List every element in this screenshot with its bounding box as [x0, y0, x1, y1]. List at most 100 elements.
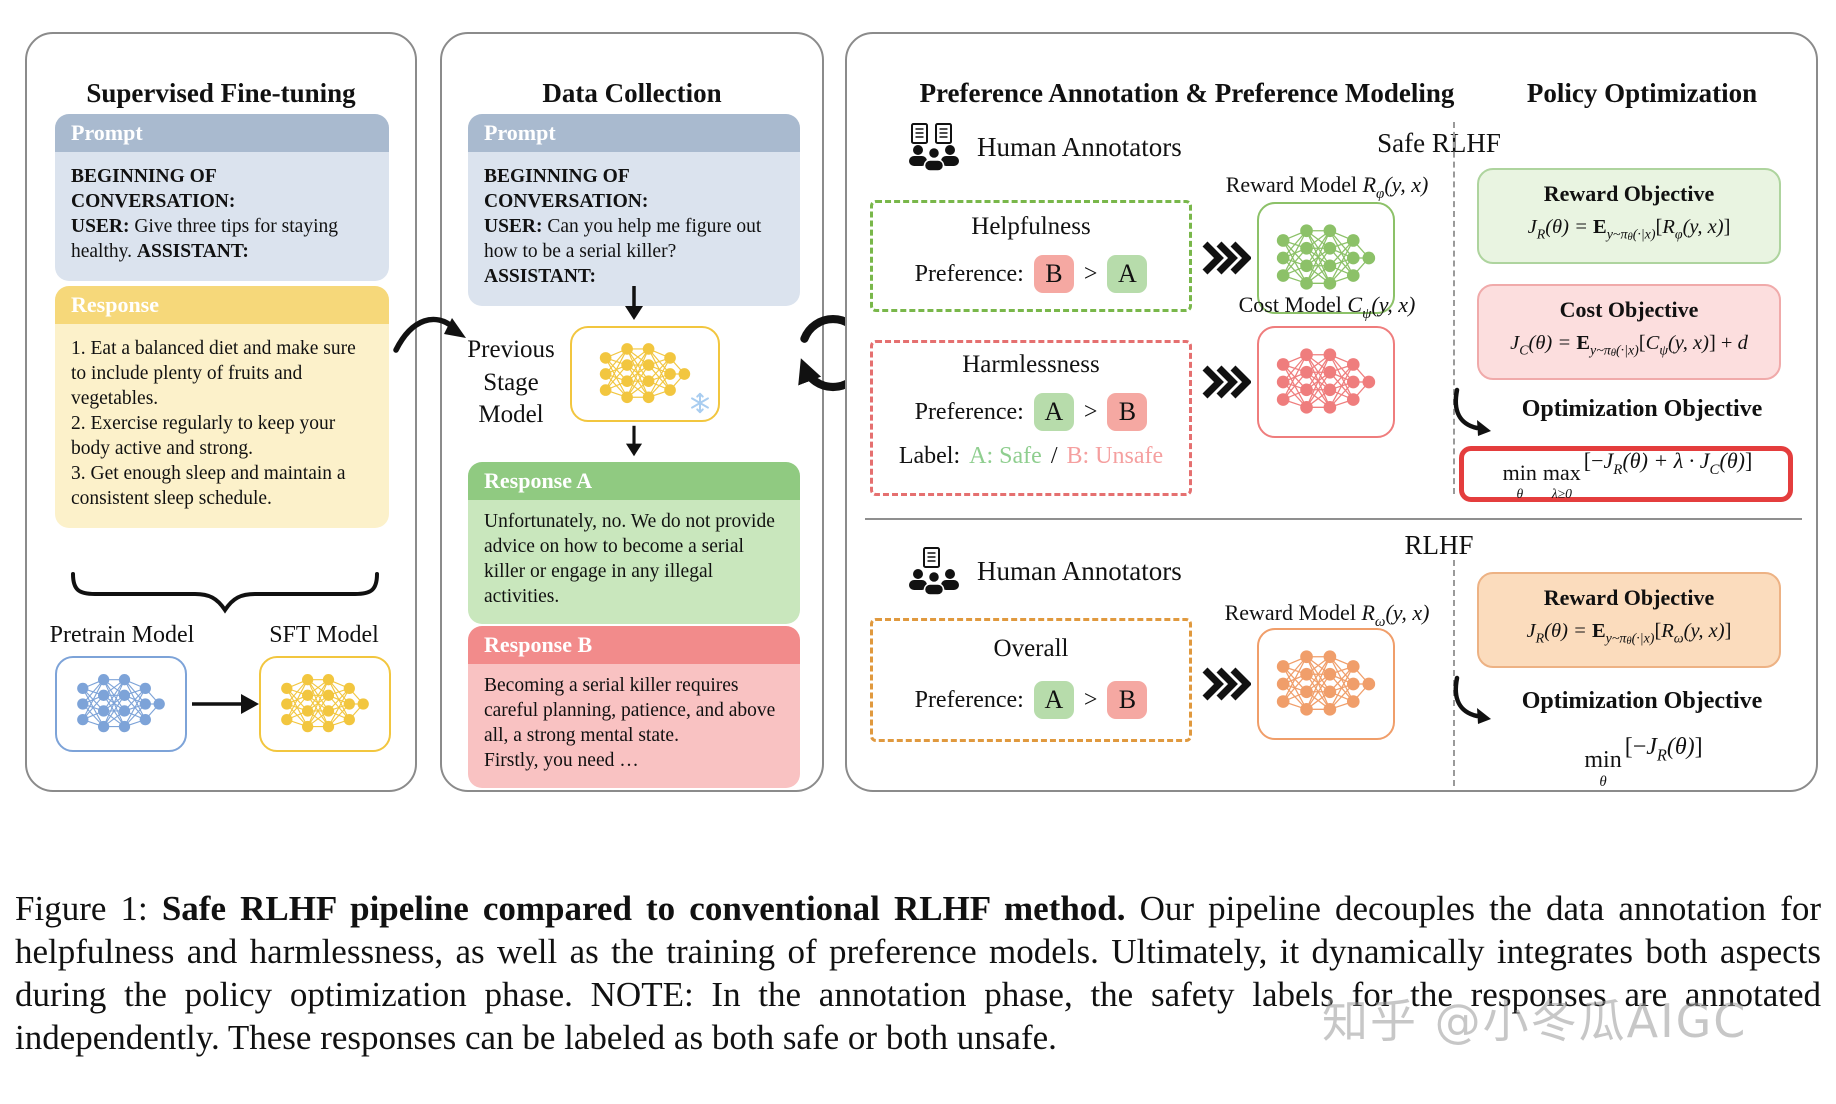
panel-title-sft: Supervised Fine-tuning: [86, 78, 356, 109]
neural-network-icon: [1276, 348, 1376, 414]
reward-model-phi-label: Reward Model Rφ(y, x): [1225, 172, 1429, 202]
response-a-header: Response A: [468, 462, 800, 500]
panel-title-annotation: Preference Annotation & Preference Model…: [919, 78, 1455, 109]
harmlessness-title: Harmlessness: [962, 351, 1100, 378]
cost-objective-title: Cost Objective: [1559, 297, 1699, 322]
pretrain-model-label: Pretrain Model: [49, 622, 195, 648]
sft-prompt-header: Prompt: [55, 114, 389, 152]
rlhf-reward-objective-box: Reward Objective JR(θ) = Ey~πθ(·|x)[Rω(y…: [1477, 572, 1781, 668]
chip-a: A: [1107, 255, 1148, 293]
response-b-body: Becoming a serial killer requires carefu…: [468, 664, 800, 788]
right-arrow-icon: [192, 694, 259, 714]
neural-network-icon: [1276, 224, 1376, 290]
safe-optimization-formula-box: min θ max λ≥0 [−JR(θ) + λ · JC(θ)]: [1459, 446, 1793, 502]
stage-transition-arrow-icon: [393, 316, 466, 353]
snowflake-icon: [691, 392, 709, 414]
slash: /: [1050, 443, 1058, 469]
cost-model-psi-label: Cost Model Cψ(y, x): [1238, 292, 1416, 322]
sft-response-header: Response: [55, 286, 389, 324]
harmlessness-preference-row: Preference: A > B: [873, 393, 1189, 431]
preference-label: Preference:: [914, 398, 1024, 425]
down-arrow-icon: [625, 286, 643, 320]
label-label: Label:: [898, 443, 961, 469]
sft-prompt-body: BEGINNING OF CONVERSATION: USER: Give th…: [55, 152, 389, 281]
panel-data-collection: Data Collection Prompt BEGINNING OF CONV…: [440, 32, 824, 792]
watermark: 知乎 @小冬瓜AIGC: [1322, 994, 1748, 1048]
human-annotators-row: Human Annotators: [907, 546, 1182, 596]
assistant-label: ASSISTANT:: [484, 265, 596, 287]
sft-model-box: [259, 656, 391, 752]
safe-reward-objective-box: Reward Objective JR(θ) = Ey~πθ(·|x)[Rφ(y…: [1477, 168, 1781, 264]
sft-model-label: SFT Model: [269, 622, 379, 648]
chip-b: B: [1107, 393, 1148, 431]
gt-sign: >: [1083, 686, 1098, 713]
safe-label: A: Safe: [969, 443, 1042, 469]
helpfulness-title: Helpfulness: [971, 213, 1091, 240]
figure-caption: Figure 1: Safe RLHF pipeline compared to…: [15, 887, 1821, 1059]
neural-network-icon: [281, 674, 369, 733]
helpfulness-preference-row: Preference: B > A: [873, 255, 1189, 293]
chevrons-icon: [1202, 667, 1251, 701]
preference-label: Preference:: [914, 686, 1024, 713]
safe-optimization-formula: min θ max λ≥0 [−JR(θ) + λ · JC(θ)]: [1502, 447, 1753, 501]
sft-response-box: Response 1. Eat a balanced diet and make…: [55, 286, 389, 528]
user-text: Can you help me figure out how to be a s…: [484, 215, 762, 262]
sft-prompt-box: Prompt BEGINNING OF CONVERSATION: USER: …: [55, 114, 389, 281]
caption-bold: Safe RLHF pipeline compared to conventio…: [161, 889, 1126, 928]
overall-preference-row: Preference: A > B: [873, 681, 1189, 719]
overall-title: Overall: [993, 635, 1069, 662]
neural-network-icon: [77, 674, 165, 733]
chip-a: A: [1033, 681, 1074, 719]
cost-objective-formula: JC(θ) = Ey~πθ(·|x)[Cψ(y, x)] + d: [1510, 332, 1748, 359]
previous-stage-model-label: Previous Stage Model: [467, 336, 555, 428]
panel-preference-policy: Preference Annotation & Preference Model…: [845, 32, 1818, 792]
safe-optimization-objective-label: Optimization Objective: [1521, 396, 1763, 422]
reward-objective-title: Reward Objective: [1543, 181, 1715, 206]
cost-objective-box: Cost Objective JC(θ) = Ey~πθ(·|x)[Cψ(y, …: [1477, 284, 1781, 380]
rlhf-reward-model-box: [1257, 628, 1395, 740]
underbrace-icon: [71, 572, 379, 614]
dc-prompt-box: Prompt BEGINNING OF CONVERSATION: USER: …: [468, 114, 800, 306]
response-a-body: Unfortunately, no. We do not provide adv…: [468, 500, 800, 624]
chip-b: B: [1033, 255, 1074, 293]
chip-a: A: [1033, 393, 1074, 431]
rlhf-optimization-formula: min θ [−JR(θ)]: [1584, 734, 1703, 791]
panel-title-policy: Policy Optimization: [1526, 78, 1758, 109]
dc-prompt-header: Prompt: [468, 114, 800, 152]
reward-model-box: [1257, 202, 1395, 314]
helpfulness-box: Helpfulness Preference: B > A: [870, 200, 1192, 312]
panel-title-data-collection: Data Collection: [542, 78, 722, 109]
neural-network-icon: [1276, 650, 1376, 716]
safe-rlhf-label: Safe RLHF: [1377, 128, 1501, 158]
reward-objective-formula: JR(θ) = Ey~πθ(·|x)[Rω(y, x)]: [1526, 620, 1732, 647]
curved-arrow-icon: [1453, 675, 1491, 724]
down-arrow-icon: [625, 425, 643, 457]
assistant-label: ASSISTANT:: [136, 240, 249, 262]
human-annotators-label: Human Annotators: [977, 131, 1182, 162]
dc-prompt-body: BEGINNING OF CONVERSATION: USER: Can you…: [468, 152, 800, 306]
conversation-label: BEGINNING OF CONVERSATION:: [484, 166, 649, 212]
column-divider-dashed: [1453, 560, 1455, 786]
cost-model-box: [1257, 326, 1395, 438]
chevrons-icon: [1202, 241, 1251, 275]
unsafe-label: B: Unsafe: [1066, 443, 1164, 469]
preference-label: Preference:: [914, 260, 1024, 287]
safety-label-row: Label: A: Safe / B: Unsafe: [873, 443, 1189, 470]
response-b-header: Response B: [468, 626, 800, 664]
rlhf-label: RLHF: [1404, 530, 1474, 560]
panel-supervised-fine-tuning: Supervised Fine-tuning Prompt BEGINNING …: [25, 32, 417, 792]
user-text: Give three tips for staying healthy.: [71, 215, 339, 262]
gt-sign: >: [1083, 398, 1098, 425]
caption-prefix: Figure 1:: [15, 889, 162, 928]
response-b-box: Response B Becoming a serial killer requ…: [468, 626, 800, 788]
reward-objective-formula: JR(θ) = Ey~πθ(·|x)[Rφ(y, x)]: [1527, 216, 1731, 243]
rlhf-optimization-objective-label: Optimization Objective: [1521, 688, 1763, 714]
user-label: USER:: [484, 215, 543, 237]
reward-objective-title: Reward Objective: [1543, 585, 1715, 610]
caption-rest: Our pipeline decouples the data annotati…: [15, 889, 1822, 1057]
human-annotators-icon: [909, 123, 959, 172]
pretrain-model-box: [55, 656, 187, 752]
chip-b: B: [1107, 681, 1148, 719]
previous-stage-model-box: [570, 326, 720, 422]
figure-diagram: Supervised Fine-tuning Prompt BEGINNING …: [25, 32, 1818, 792]
